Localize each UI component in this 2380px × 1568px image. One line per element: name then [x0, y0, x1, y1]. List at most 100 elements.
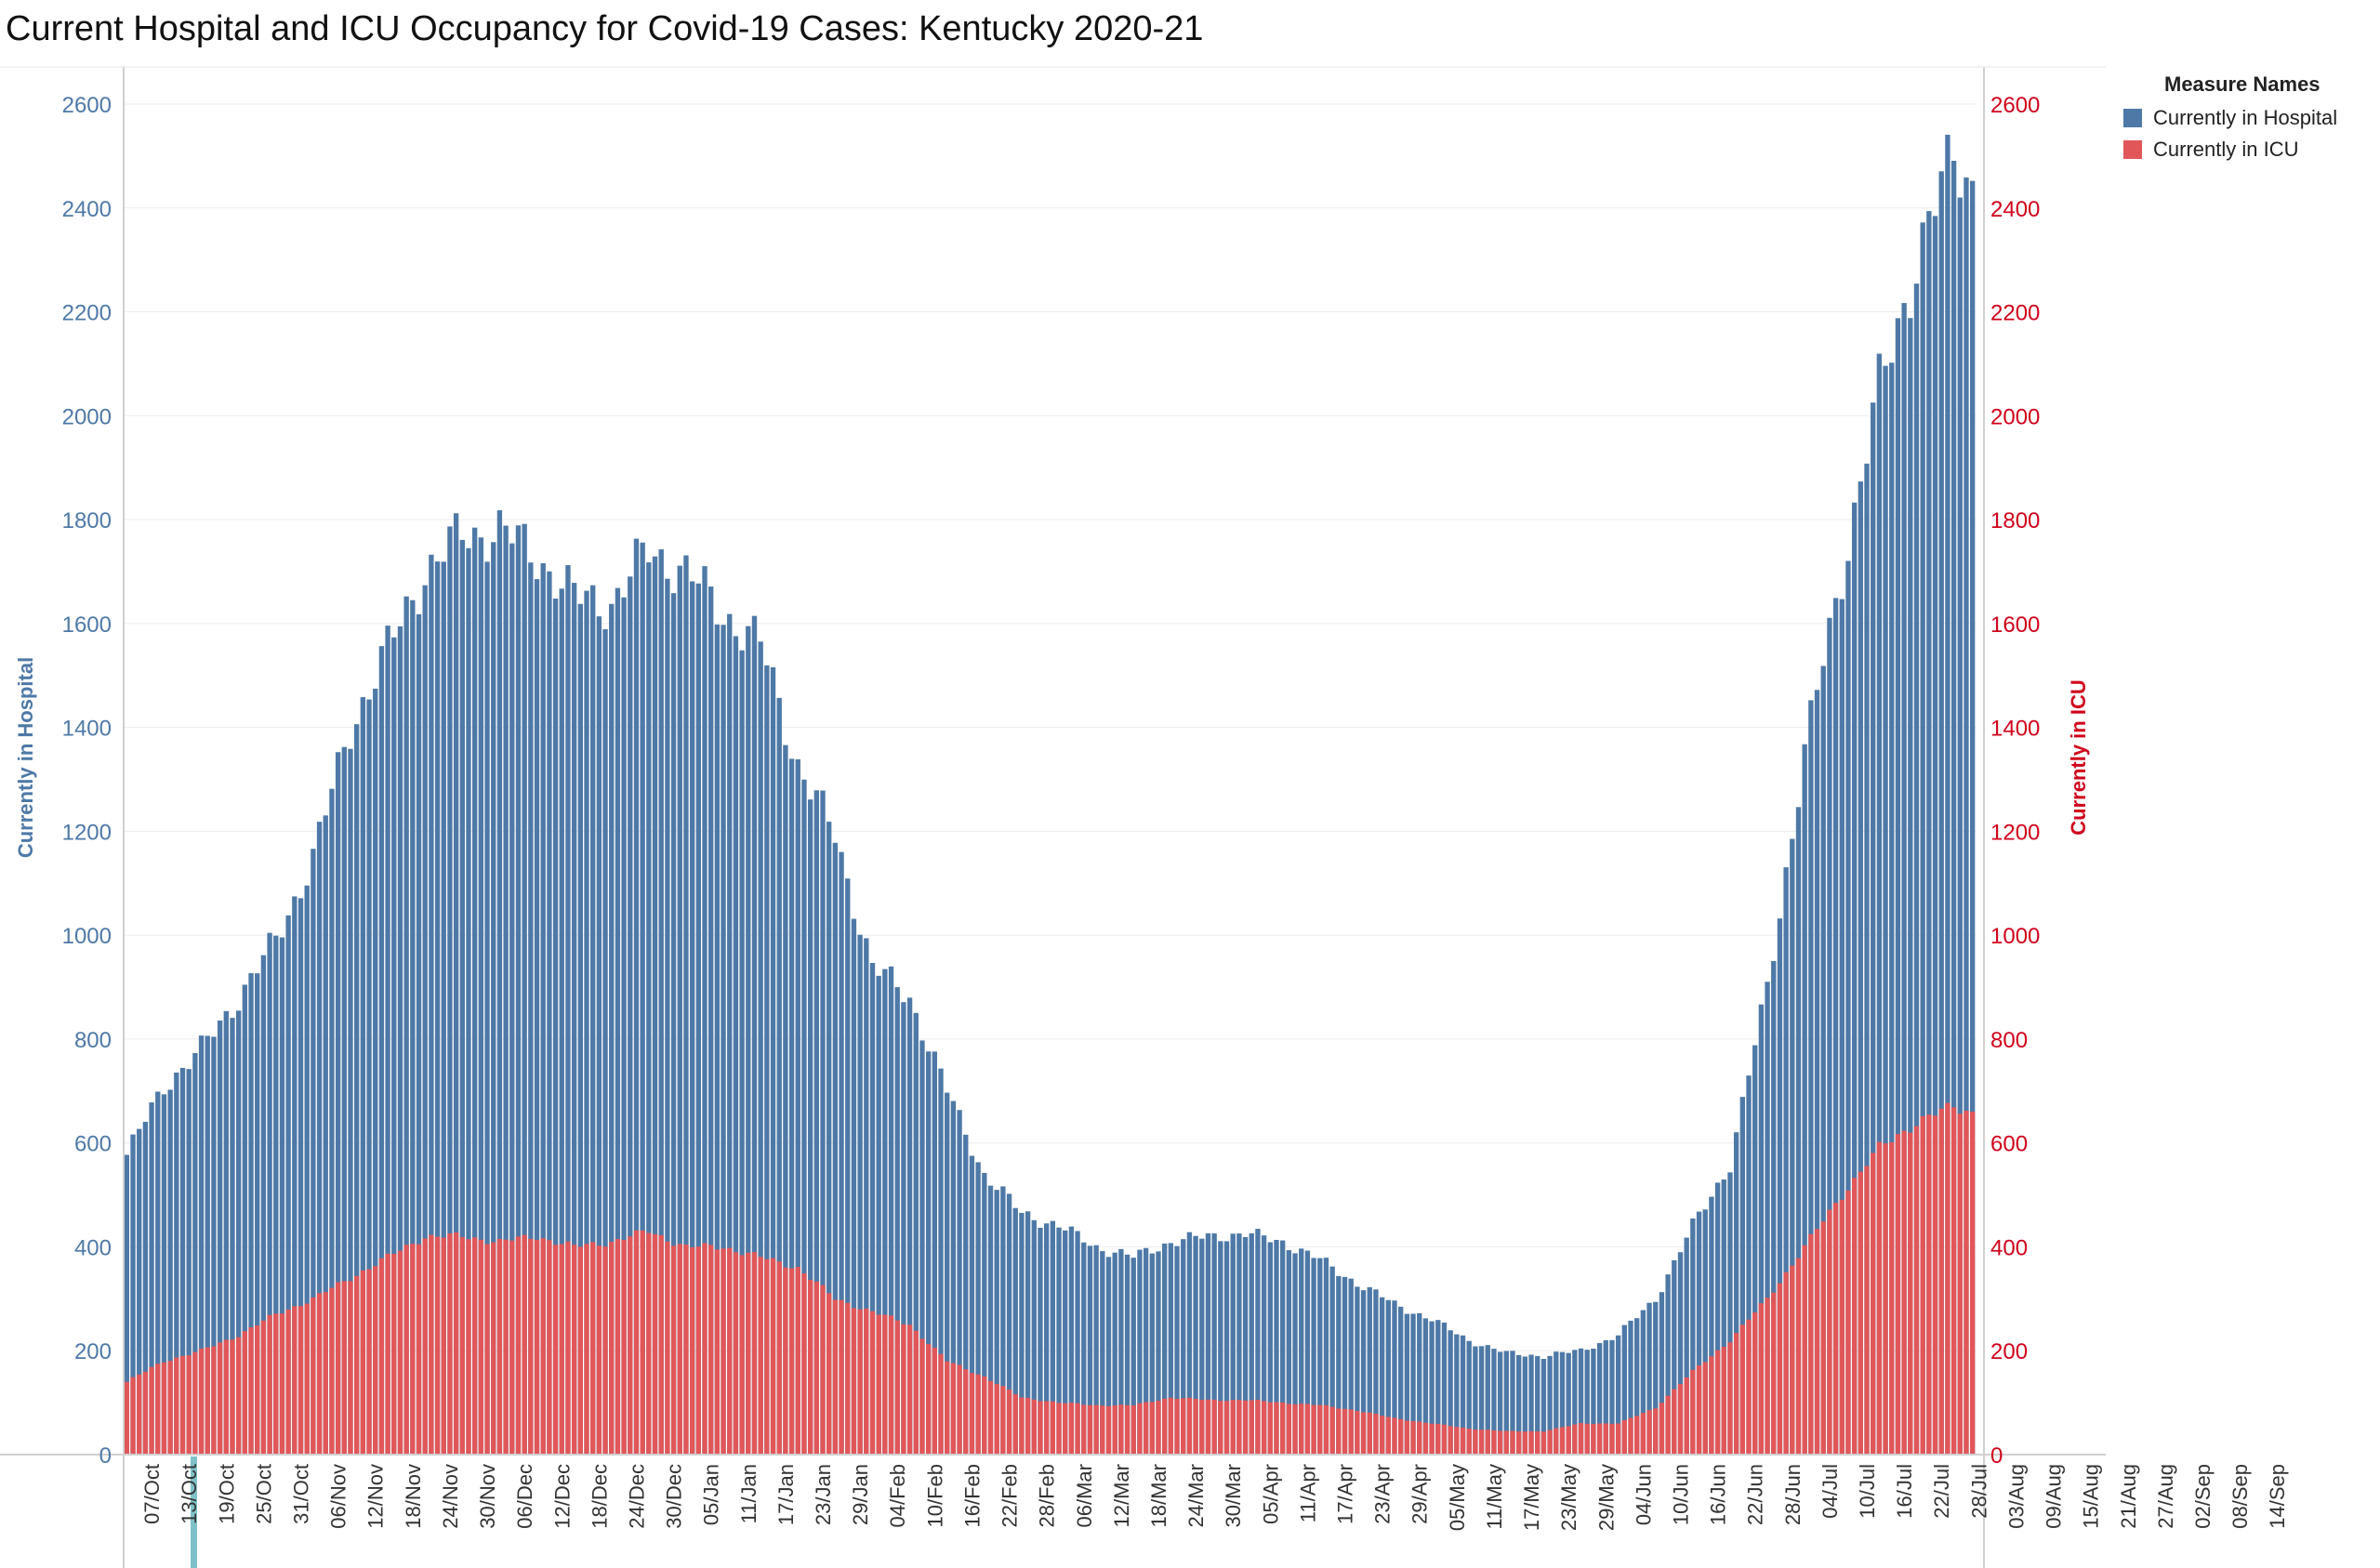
- bar-icu: [547, 1240, 552, 1455]
- bar-icu: [975, 1374, 981, 1455]
- bar-hospital: [913, 1012, 919, 1455]
- x-tick-label: 03/Aug: [2004, 1464, 2028, 1529]
- bar-hospital: [1348, 1278, 1354, 1455]
- bar-icu: [1249, 1400, 1254, 1455]
- bar-icu: [783, 1267, 788, 1455]
- bar-hospital: [1950, 160, 1957, 1455]
- bar-hospital: [1311, 1258, 1316, 1455]
- bar-icu: [820, 1285, 826, 1455]
- bar-icu: [1043, 1401, 1050, 1455]
- bar-hospital: [217, 1021, 223, 1455]
- y-tick-left: 400: [74, 1235, 112, 1260]
- y-tick-left: 2400: [62, 197, 112, 222]
- legend[interactable]: Measure Names Currently in Hospital Curr…: [2123, 72, 2337, 165]
- bar-icu: [466, 1239, 471, 1455]
- bar-icu: [888, 1315, 894, 1455]
- bar-icu: [391, 1254, 397, 1455]
- bar-hospital: [751, 615, 758, 1455]
- bar-hospital: [1223, 1241, 1230, 1455]
- bar-icu: [1714, 1350, 1721, 1455]
- bar-icu: [441, 1237, 446, 1455]
- bar-icu: [1261, 1401, 1267, 1455]
- bar-hospital: [987, 1185, 994, 1455]
- bar-hospital: [1908, 318, 1913, 1456]
- bar-hospital: [1696, 1211, 1702, 1455]
- bar-hospital: [839, 851, 844, 1455]
- bar-hospital: [1646, 1302, 1652, 1455]
- bar-icu: [1075, 1403, 1080, 1455]
- bar-hospital: [273, 935, 279, 1455]
- bar-hospital: [1410, 1313, 1416, 1455]
- bar-hospital: [577, 603, 583, 1455]
- bar-hospital: [1100, 1251, 1105, 1455]
- y-tick-right: 2000: [1990, 404, 2040, 429]
- bar-hospital: [1031, 1219, 1037, 1455]
- bar-hospital: [1329, 1266, 1335, 1455]
- bar-hospital: [1491, 1349, 1497, 1455]
- bar-icu: [689, 1246, 695, 1455]
- bar-hospital: [1174, 1245, 1180, 1455]
- bar-hospital: [758, 641, 763, 1455]
- axes: [0, 66, 2106, 1568]
- bar-icu: [1118, 1404, 1124, 1455]
- bar-hospital: [1554, 1351, 1559, 1455]
- bar-hospital: [267, 932, 272, 1455]
- bar-icu: [1696, 1365, 1702, 1455]
- x-tick-label: 05/Apr: [1259, 1464, 1282, 1524]
- bar-icu: [776, 1261, 782, 1455]
- bar-icu: [1435, 1423, 1441, 1455]
- bar-icu: [1379, 1416, 1385, 1455]
- bar-hospital: [292, 896, 298, 1455]
- bar-icu: [609, 1242, 615, 1455]
- bar-icu: [1883, 1143, 1888, 1455]
- bar-icu: [677, 1244, 682, 1455]
- bar-hospital: [1199, 1238, 1205, 1455]
- bar-icu: [1006, 1390, 1012, 1455]
- bar-hospital: [1522, 1356, 1528, 1455]
- bar-hospital: [702, 566, 707, 1455]
- bar-icu: [1311, 1404, 1316, 1455]
- bar-icu: [198, 1348, 205, 1455]
- bar-hospital: [1373, 1289, 1379, 1455]
- bar-hospital: [509, 543, 515, 1455]
- bar-hospital: [1864, 463, 1870, 1455]
- bar-hospital: [316, 822, 323, 1455]
- bar-icu: [1926, 1114, 1932, 1455]
- bar-icu: [845, 1302, 851, 1455]
- bar-hospital: [1920, 222, 1925, 1455]
- bar-hospital: [1964, 177, 1969, 1455]
- bar-hospital: [1690, 1218, 1696, 1455]
- bar-hospital: [1448, 1330, 1453, 1455]
- x-tick-label: 21/Aug: [2117, 1464, 2140, 1529]
- bar-icu: [416, 1244, 422, 1455]
- bar-hospital: [503, 525, 509, 1455]
- bar-icu: [1373, 1414, 1379, 1455]
- bar-icu: [366, 1269, 372, 1455]
- y-tick-right: 1600: [1990, 613, 2040, 638]
- bar-icu: [348, 1281, 353, 1455]
- bar-icu: [640, 1230, 645, 1455]
- bar-hospital: [963, 1134, 969, 1455]
- bar-icu: [925, 1344, 932, 1455]
- bar-icu: [1466, 1429, 1472, 1455]
- x-tick-label: 17/May: [1520, 1464, 1543, 1531]
- legend-item-hospital[interactable]: Currently in Hospital: [2123, 102, 2337, 134]
- bar-icu: [1211, 1399, 1217, 1455]
- bar-hospital: [901, 1002, 906, 1455]
- bar-hospital: [1342, 1276, 1348, 1455]
- bar-icu: [1485, 1430, 1490, 1455]
- x-tick-label: 06/Mar: [1073, 1464, 1096, 1527]
- bar-icu: [167, 1361, 173, 1455]
- bar-hospital: [851, 918, 857, 1455]
- bar-icu: [522, 1234, 527, 1455]
- bar-icu: [1093, 1404, 1099, 1455]
- bar-hospital: [1429, 1321, 1435, 1455]
- bar-hospital: [746, 626, 751, 1455]
- bar-icu: [515, 1236, 522, 1455]
- bar-icu: [708, 1245, 714, 1455]
- bar-icu: [739, 1255, 745, 1455]
- bar-hospital: [285, 915, 291, 1455]
- bar-hospital: [547, 571, 552, 1455]
- bar-icu: [1653, 1408, 1659, 1455]
- legend-item-icu[interactable]: Currently in ICU: [2123, 134, 2337, 165]
